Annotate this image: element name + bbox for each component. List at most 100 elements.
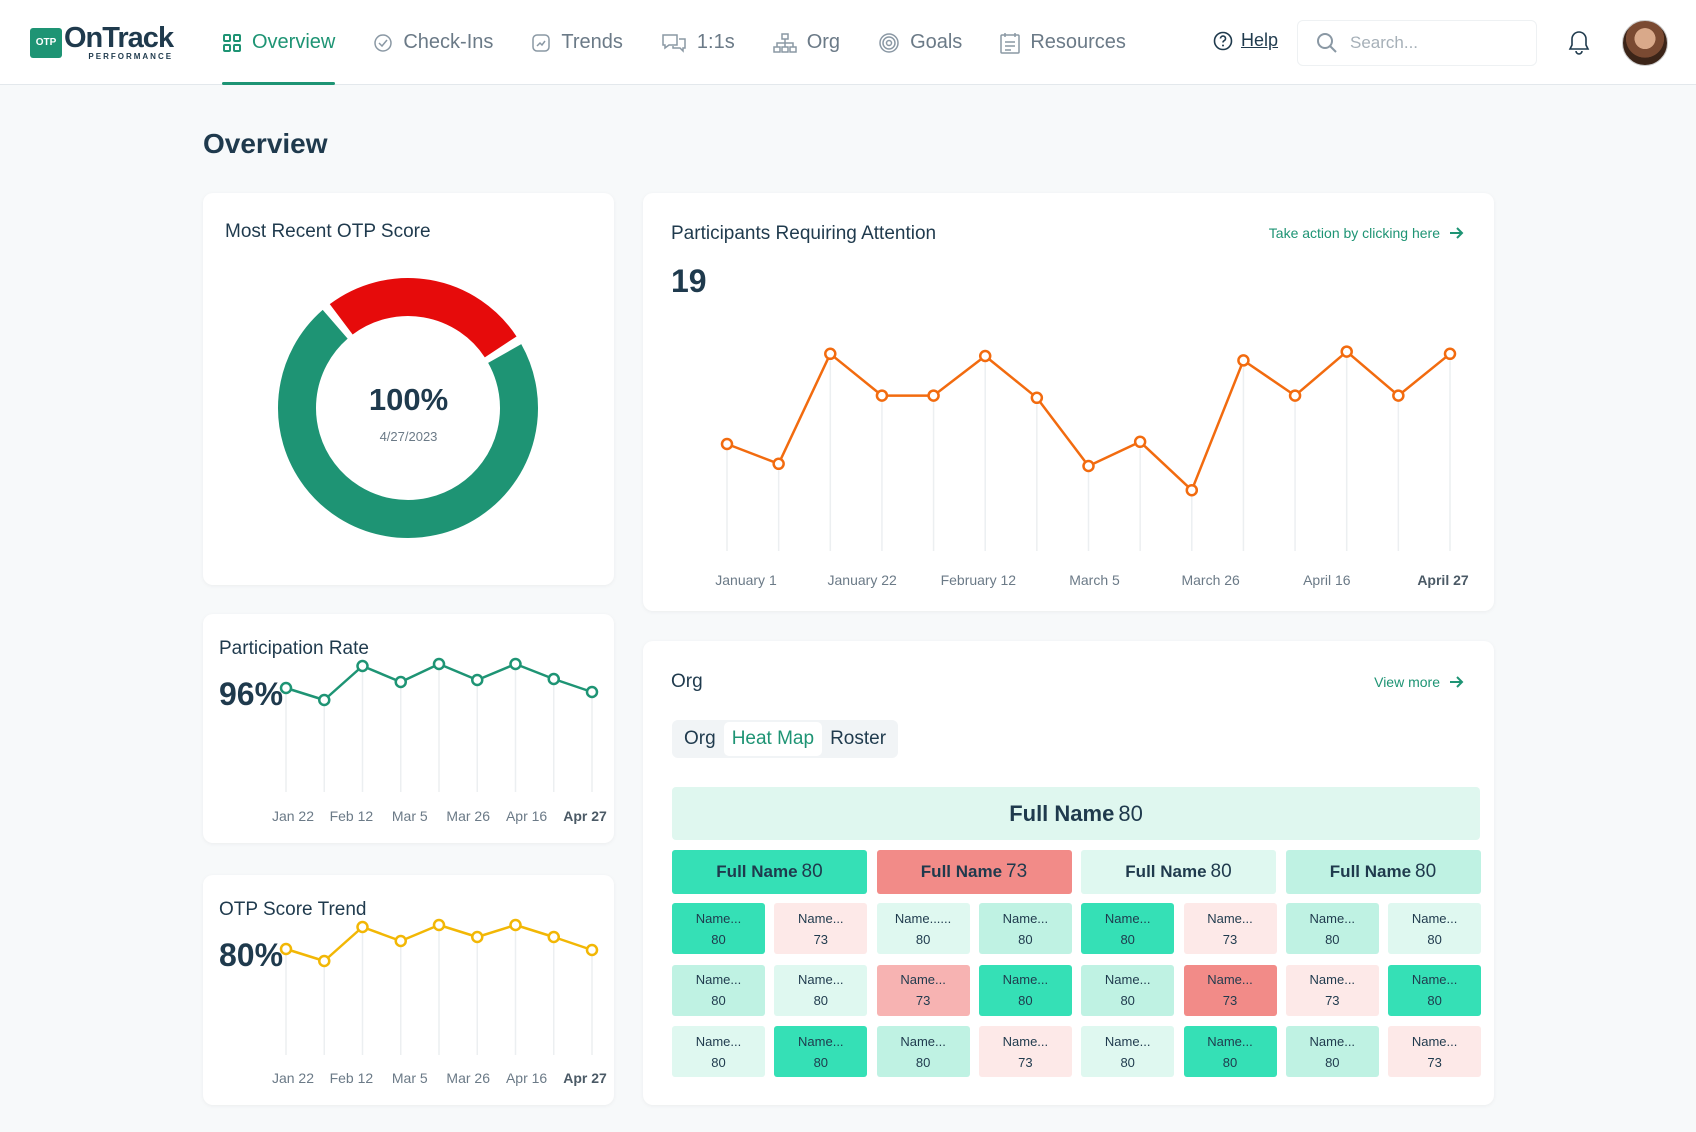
help-link[interactable]: Help: [1213, 30, 1278, 51]
heatmap-cell[interactable]: Name... 73: [774, 903, 868, 954]
data-point[interactable]: [356, 920, 369, 934]
x-tick-label: Jan 22: [272, 808, 314, 824]
heatmap-cell[interactable]: Name... 73: [1183, 964, 1277, 1016]
heatmap-group-node[interactable]: Full Name 73: [876, 850, 1072, 894]
data-point[interactable]: [509, 918, 522, 932]
heatmap-cell[interactable]: Name... 80: [1081, 903, 1175, 954]
logo-wordmark: OnTrack: [64, 22, 174, 54]
heatmap-group-node[interactable]: Full Name 80: [1081, 850, 1276, 894]
search-input[interactable]: [1350, 33, 1520, 53]
heatmap-group-node[interactable]: Full Name 80: [672, 850, 867, 894]
heatmap-cell[interactable]: Name... 73: [876, 964, 970, 1016]
data-point[interactable]: [978, 349, 992, 363]
heatmap-cell[interactable]: Name... 73: [978, 1026, 1072, 1077]
cell-score: 73: [1222, 931, 1238, 947]
heatmap-cell[interactable]: Name... 73: [1183, 903, 1277, 954]
heatmap-cell[interactable]: Name... 73: [1388, 1026, 1482, 1077]
data-point[interactable]: [1392, 389, 1405, 402]
data-point[interactable]: [509, 657, 522, 671]
heatmap-cell[interactable]: Name... 80: [1388, 964, 1482, 1016]
data-point[interactable]: [471, 930, 484, 944]
cell-score: 80: [1120, 1054, 1135, 1070]
heatmap-cell[interactable]: Name... 80: [978, 964, 1072, 1016]
heatmap-cell[interactable]: Name...... 80: [876, 903, 970, 954]
nav-trends[interactable]: Trends: [531, 0, 623, 85]
cell-score: 73: [1018, 1054, 1033, 1070]
cell-score: 80: [1120, 993, 1135, 1008]
data-point[interactable]: [432, 918, 446, 932]
data-point[interactable]: [824, 347, 837, 361]
nav-label: 1:1s: [696, 31, 735, 53]
tab-org[interactable]: Org: [684, 728, 716, 749]
nav-label: Overview: [252, 31, 336, 53]
data-point[interactable]: [432, 657, 446, 671]
nav-resources[interactable]: Resources: [1000, 0, 1126, 85]
donut-slice-score: [278, 309, 538, 538]
data-point[interactable]: [1185, 483, 1199, 497]
data-point[interactable]: [394, 934, 407, 948]
data-point[interactable]: [1030, 391, 1044, 405]
node-score: 80: [1210, 861, 1232, 882]
data-point[interactable]: [1082, 459, 1095, 473]
heatmap-root-node[interactable]: Full Name 80: [672, 787, 1480, 840]
data-point[interactable]: [279, 681, 293, 695]
tab-roster[interactable]: Roster: [830, 728, 887, 749]
data-point[interactable]: [927, 389, 940, 402]
nav-check-ins[interactable]: Check-Ins: [373, 0, 493, 85]
heatmap-cell[interactable]: Name... 80: [774, 964, 868, 1016]
heatmap-cell[interactable]: Name... 80: [1081, 964, 1175, 1016]
data-point[interactable]: [318, 954, 331, 968]
ontrack-logo[interactable]: OTP OnTrack PERFORMANCE: [30, 22, 174, 61]
cell-name: Name...: [1411, 1033, 1458, 1049]
heatmap-cell[interactable]: Name... 80: [876, 1026, 970, 1077]
heatmap-cell[interactable]: Name... 80: [978, 903, 1072, 954]
cell-score: 80: [711, 993, 726, 1008]
nav-one-on-ones[interactable]: 1:1s: [661, 0, 735, 85]
data-point[interactable]: [1288, 389, 1302, 402]
heatmap-cell[interactable]: Name... 80: [1081, 1026, 1175, 1077]
data-point[interactable]: [1237, 354, 1250, 367]
cell-name: Name...: [1104, 910, 1151, 926]
data-point[interactable]: [547, 672, 560, 686]
participation-line-chart: Jan 22 Feb 12 Mar 5 Mar 26 Apr 16 Apr 27: [272, 657, 607, 824]
heatmap-group-node[interactable]: Full Name 80: [1285, 850, 1481, 894]
data-point[interactable]: [875, 389, 889, 402]
heatmap-cell[interactable]: Name... 80: [1388, 903, 1482, 954]
search-box[interactable]: [1297, 20, 1537, 66]
data-point[interactable]: [1443, 347, 1457, 361]
data-point[interactable]: [547, 930, 560, 944]
heatmap-cell[interactable]: Name... 80: [672, 964, 765, 1016]
data-point[interactable]: [1133, 435, 1147, 449]
tab-heat-map[interactable]: Heat Map: [723, 722, 823, 756]
data-point[interactable]: [279, 942, 293, 956]
nav-overview[interactable]: Overview: [222, 0, 336, 85]
data-point[interactable]: [585, 943, 599, 957]
take-action-link[interactable]: Take action by clicking here: [1269, 225, 1464, 241]
data-point[interactable]: [772, 457, 785, 471]
search-icon: [1317, 33, 1337, 53]
data-point[interactable]: [394, 675, 407, 689]
data-point[interactable]: [471, 673, 484, 687]
donut-center-date: 4/27/2023: [379, 429, 438, 444]
heatmap-cell[interactable]: Name... 80: [774, 1026, 868, 1077]
heatmap-cell[interactable]: Name... 80: [1285, 903, 1379, 954]
data-point[interactable]: [356, 659, 369, 673]
heatmap-cell[interactable]: Name... 73: [1285, 964, 1379, 1016]
heatmap-cell[interactable]: Name... 80: [672, 1026, 765, 1077]
data-point[interactable]: [720, 437, 734, 451]
view-more-link[interactable]: View more: [1374, 674, 1464, 690]
notifications-button[interactable]: [1568, 30, 1590, 61]
data-point[interactable]: [585, 685, 599, 699]
data-point[interactable]: [1340, 345, 1353, 358]
card-title: Org: [671, 671, 703, 692]
heatmap-cell[interactable]: Name... 80: [1183, 1026, 1277, 1077]
heatmap-cell[interactable]: Name... 80: [672, 903, 765, 954]
user-avatar[interactable]: [1622, 20, 1668, 66]
data-point[interactable]: [318, 693, 331, 707]
heatmap-cell[interactable]: Name... 80: [1285, 1026, 1379, 1077]
nav-goals[interactable]: Goals: [878, 0, 962, 85]
cell-name: Name...: [1309, 972, 1356, 987]
cell-score: 80: [1325, 931, 1340, 947]
calendar-list-icon: [1000, 32, 1021, 54]
nav-org[interactable]: Org: [772, 0, 840, 85]
